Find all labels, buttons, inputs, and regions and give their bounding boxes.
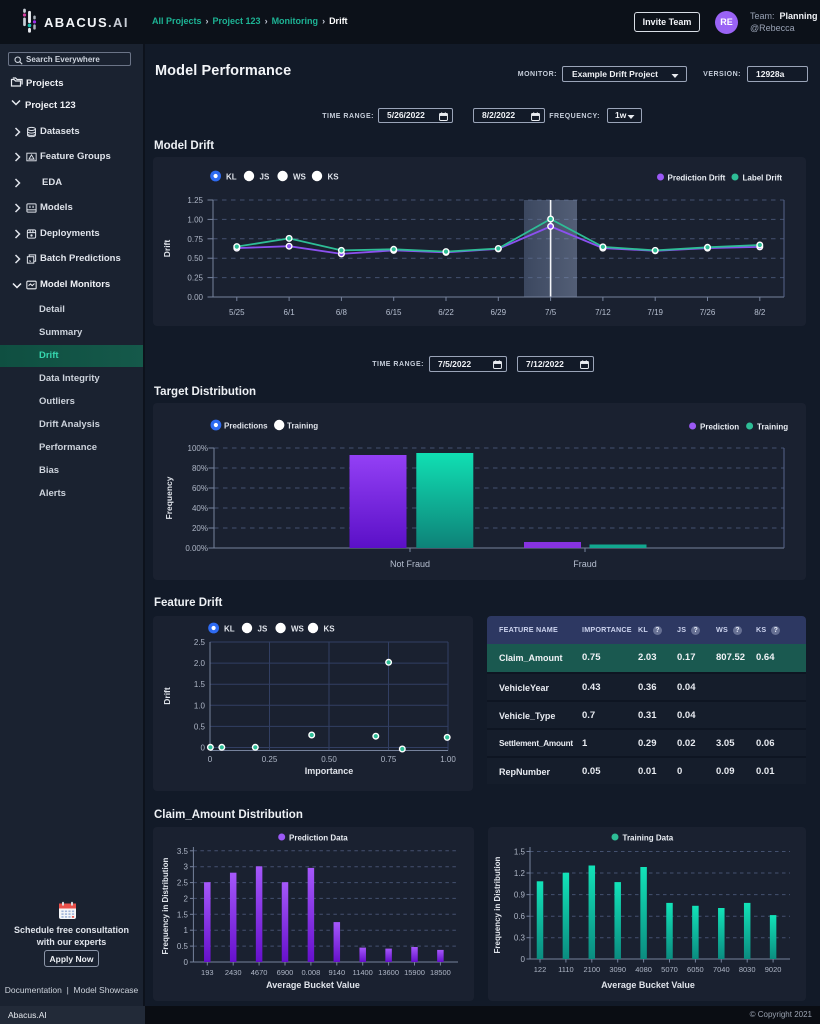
svg-text:Prediction Data: Prediction Data: [289, 834, 348, 843]
svg-text:0.50: 0.50: [187, 254, 203, 263]
svg-text:1.00: 1.00: [187, 215, 203, 224]
svg-text:0.50: 0.50: [321, 755, 337, 764]
svg-text:1.00: 1.00: [440, 755, 456, 764]
svg-text:0: 0: [184, 958, 189, 967]
svg-text:Average Bucket Value: Average Bucket Value: [601, 980, 695, 990]
svg-text:WS: WS: [291, 625, 305, 634]
svg-text:15900: 15900: [404, 968, 425, 977]
svg-text:7/26: 7/26: [700, 308, 716, 317]
svg-text:Label Drift: Label Drift: [743, 174, 783, 183]
svg-text:60%: 60%: [192, 484, 208, 493]
svg-text:Average Bucket Value: Average Bucket Value: [266, 980, 360, 990]
svg-text:WS: WS: [293, 173, 307, 182]
svg-text:Training: Training: [757, 423, 788, 432]
svg-text:0.25: 0.25: [262, 755, 278, 764]
svg-text:1.5: 1.5: [194, 680, 206, 689]
svg-text:100%: 100%: [188, 444, 208, 453]
svg-text:KS: KS: [324, 625, 336, 634]
svg-text:0: 0: [201, 744, 206, 753]
svg-text:7040: 7040: [713, 965, 730, 974]
svg-text:Importance: Importance: [305, 766, 354, 776]
svg-text:3090: 3090: [609, 965, 626, 974]
svg-text:80%: 80%: [192, 464, 208, 473]
svg-text:7/12: 7/12: [595, 308, 611, 317]
svg-text:9140: 9140: [328, 968, 345, 977]
svg-text:9020: 9020: [765, 965, 782, 974]
svg-text:Training: Training: [287, 422, 318, 431]
svg-text:2.0: 2.0: [194, 659, 206, 668]
svg-text:6/1: 6/1: [284, 308, 296, 317]
svg-text:KS: KS: [328, 173, 340, 182]
svg-text:1.5: 1.5: [514, 848, 526, 857]
svg-text:3.5: 3.5: [177, 847, 189, 856]
svg-text:2: 2: [184, 894, 189, 903]
svg-text:0.75: 0.75: [187, 235, 203, 244]
svg-text:5/25: 5/25: [229, 308, 245, 317]
svg-text:0.00: 0.00: [187, 293, 203, 302]
svg-text:1.5: 1.5: [177, 910, 189, 919]
svg-text:11400: 11400: [353, 968, 373, 977]
svg-text:40%: 40%: [192, 504, 208, 513]
svg-text:0.5: 0.5: [194, 722, 206, 731]
svg-text:Prediction Drift: Prediction Drift: [668, 174, 726, 183]
svg-text:1.25: 1.25: [187, 196, 203, 205]
svg-text:0.25: 0.25: [187, 274, 203, 283]
svg-text:0.6: 0.6: [514, 912, 526, 921]
svg-text:1: 1: [184, 926, 189, 935]
svg-text:Frequency in Distribution: Frequency in Distribution: [493, 856, 502, 953]
svg-text:JS: JS: [258, 625, 268, 634]
svg-text:0: 0: [521, 955, 526, 964]
svg-text:8/2: 8/2: [754, 308, 766, 317]
svg-text:13600: 13600: [378, 968, 399, 977]
svg-text:7/5: 7/5: [545, 308, 557, 317]
svg-text:Frequency: Frequency: [164, 476, 174, 519]
svg-text:6050: 6050: [687, 965, 704, 974]
svg-text:3: 3: [184, 863, 189, 872]
svg-text:5070: 5070: [661, 965, 678, 974]
svg-text:2.5: 2.5: [177, 879, 189, 888]
svg-text:JS: JS: [260, 173, 270, 182]
svg-text:4080: 4080: [635, 965, 652, 974]
svg-text:8030: 8030: [739, 965, 756, 974]
svg-text:2.5: 2.5: [194, 638, 206, 647]
svg-text:7/19: 7/19: [647, 308, 663, 317]
svg-text:6/29: 6/29: [491, 308, 507, 317]
svg-text:2430: 2430: [225, 968, 242, 977]
svg-text:6/15: 6/15: [386, 308, 402, 317]
svg-text:2100: 2100: [583, 965, 600, 974]
svg-text:Not Fraud: Not Fraud: [390, 559, 430, 569]
svg-text:1.0: 1.0: [194, 701, 206, 710]
svg-text:0.9: 0.9: [514, 891, 526, 900]
svg-text:0.3: 0.3: [514, 934, 526, 943]
svg-text:Drift: Drift: [162, 687, 172, 705]
svg-text:0.75: 0.75: [381, 755, 397, 764]
svg-text:4670: 4670: [251, 968, 268, 977]
svg-text:18500: 18500: [430, 968, 451, 977]
svg-text:6/22: 6/22: [438, 308, 454, 317]
svg-text:20%: 20%: [192, 524, 208, 533]
svg-text:1.2: 1.2: [514, 869, 526, 878]
svg-text:193: 193: [201, 968, 214, 977]
svg-text:6/8: 6/8: [336, 308, 348, 317]
svg-text:Frequency in Distribution: Frequency in Distribution: [161, 857, 170, 954]
svg-text:KL: KL: [226, 173, 237, 182]
svg-text:Drift: Drift: [162, 240, 172, 258]
svg-text:0: 0: [208, 755, 213, 764]
svg-text:0.5: 0.5: [177, 942, 189, 951]
svg-text:122: 122: [534, 965, 547, 974]
svg-text:Prediction: Prediction: [700, 423, 739, 432]
svg-text:Fraud: Fraud: [573, 559, 597, 569]
svg-text:0.008: 0.008: [302, 968, 321, 977]
svg-text:6900: 6900: [277, 968, 294, 977]
svg-text:KL: KL: [224, 625, 235, 634]
svg-text:Training Data: Training Data: [623, 834, 674, 843]
svg-text:0.00%: 0.00%: [185, 544, 208, 553]
svg-text:1110: 1110: [558, 965, 574, 974]
svg-text:Predictions: Predictions: [224, 422, 268, 431]
